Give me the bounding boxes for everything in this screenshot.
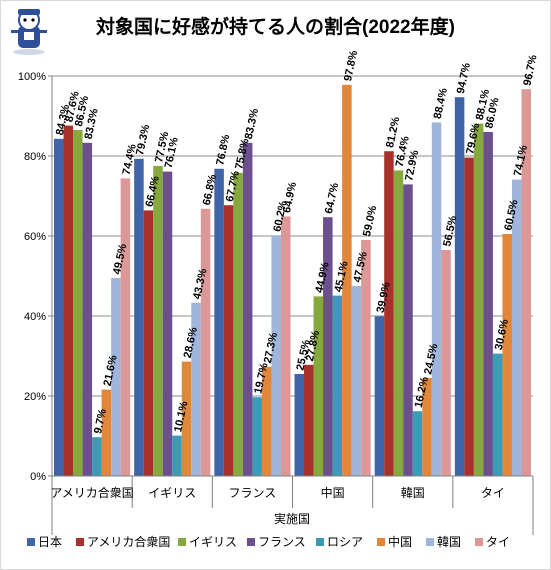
bar bbox=[172, 435, 182, 476]
data-label: 97.8% bbox=[342, 49, 360, 82]
data-label: 64.9% bbox=[281, 181, 299, 214]
bar bbox=[214, 168, 224, 477]
bar bbox=[492, 353, 503, 476]
legend-swatch bbox=[377, 538, 385, 546]
legend-entry: 日本 bbox=[38, 535, 62, 549]
y-tick-label: 60% bbox=[24, 231, 46, 243]
bar bbox=[384, 151, 394, 476]
data-label: 9.7% bbox=[92, 408, 109, 435]
bar bbox=[63, 125, 74, 476]
bar bbox=[511, 179, 522, 476]
bar bbox=[361, 240, 371, 476]
bar bbox=[483, 132, 493, 476]
bar bbox=[261, 366, 272, 476]
chart-title: 対象国に好感が持てる人の割合(2022年度) bbox=[96, 17, 455, 38]
legend-swatch bbox=[426, 538, 434, 546]
category-label: アメリカ合衆国 bbox=[50, 485, 133, 500]
bar bbox=[162, 171, 173, 476]
bar bbox=[313, 296, 324, 476]
bar bbox=[441, 250, 451, 476]
bar bbox=[454, 97, 465, 476]
legend-entry: ロシア bbox=[327, 535, 363, 549]
category-label: 中国 bbox=[321, 485, 345, 500]
bar bbox=[464, 157, 474, 476]
category-label: タイ bbox=[481, 486, 505, 500]
bar bbox=[111, 278, 121, 476]
bar bbox=[120, 178, 131, 476]
category-label: フランス bbox=[229, 486, 277, 500]
legend-entry: アメリカ合衆国 bbox=[87, 534, 170, 549]
gridlines bbox=[52, 75, 533, 477]
y-tick-label: 100% bbox=[18, 71, 46, 83]
legend-entry: 韓国 bbox=[437, 535, 461, 549]
bar bbox=[101, 389, 112, 476]
category-label: 韓国 bbox=[401, 486, 425, 500]
legend-swatch bbox=[76, 538, 84, 546]
bar bbox=[134, 158, 144, 477]
data-label: 94.7% bbox=[455, 62, 473, 95]
bar bbox=[294, 374, 305, 476]
y-tick-label: 80% bbox=[24, 151, 46, 163]
data-label: 76.8% bbox=[214, 133, 232, 166]
bar bbox=[143, 210, 154, 476]
bar bbox=[271, 235, 281, 476]
bar bbox=[374, 316, 385, 476]
legend-entry: フランス bbox=[258, 535, 306, 549]
bar bbox=[323, 217, 333, 476]
data-label: 59.0% bbox=[361, 204, 379, 237]
bar bbox=[431, 122, 442, 477]
legend-swatch bbox=[178, 538, 186, 546]
bar bbox=[473, 123, 484, 476]
data-label: 79.3% bbox=[134, 123, 152, 156]
y-tick-label: 40% bbox=[24, 311, 46, 323]
data-label: 88.4% bbox=[432, 87, 450, 120]
bar bbox=[403, 184, 413, 476]
bar bbox=[242, 142, 253, 477]
data-label: 64.7% bbox=[323, 182, 341, 215]
y-tick-label: 20% bbox=[24, 391, 46, 403]
bar bbox=[412, 411, 423, 476]
bar bbox=[181, 361, 192, 476]
legend-swatch bbox=[27, 538, 35, 546]
bar bbox=[521, 89, 531, 476]
bar bbox=[304, 364, 314, 476]
axes: 0% 20% 40% 60% 80% 100% アメリカ合衆国 イギリス フランス 中国 韓国 タイ bbox=[18, 71, 534, 535]
bar bbox=[332, 295, 343, 476]
x-axis-title: 実施国 bbox=[274, 511, 310, 526]
legend-entry: イギリス bbox=[189, 535, 237, 549]
bar bbox=[200, 208, 211, 477]
bar bbox=[342, 84, 352, 477]
legend: 日本 アメリカ合衆国 イギリス フランス ロシア 中国 韓国 タイ bbox=[27, 534, 510, 549]
bar bbox=[54, 138, 64, 477]
legend-swatch bbox=[316, 538, 324, 546]
bar bbox=[82, 142, 93, 477]
bar bbox=[351, 286, 362, 476]
data-label: 83.3% bbox=[243, 107, 261, 140]
bar bbox=[153, 166, 163, 476]
legend-swatch bbox=[247, 538, 255, 546]
bar bbox=[422, 378, 432, 476]
mascot-logo-icon bbox=[11, 9, 47, 55]
bar bbox=[233, 172, 243, 477]
bar bbox=[280, 216, 291, 476]
bar bbox=[191, 302, 201, 476]
bar bbox=[502, 234, 512, 476]
legend-swatch bbox=[475, 538, 483, 546]
bars bbox=[54, 84, 531, 477]
bar bbox=[223, 205, 234, 476]
bar bbox=[252, 397, 262, 476]
category-label: イギリス bbox=[148, 486, 196, 500]
bar bbox=[393, 170, 404, 476]
bar bbox=[73, 130, 83, 476]
data-label: 96.7% bbox=[521, 54, 539, 87]
y-tick-label: 0% bbox=[30, 471, 46, 483]
legend-entry: タイ bbox=[486, 535, 510, 549]
bar bbox=[92, 437, 102, 476]
legend-entry: 中国 bbox=[388, 534, 412, 549]
